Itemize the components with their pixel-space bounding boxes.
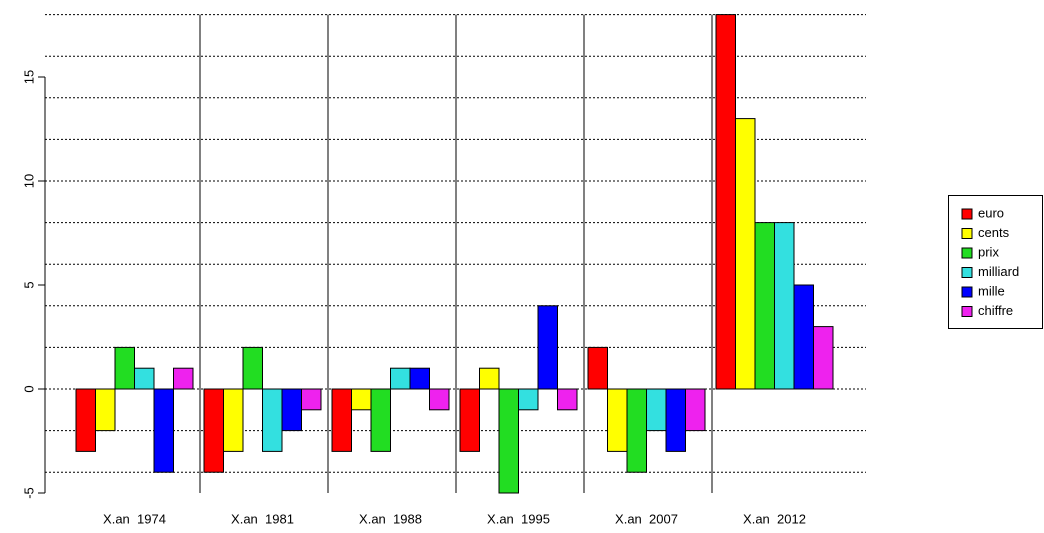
legend-label: euro xyxy=(978,205,1004,220)
bar xyxy=(134,367,155,390)
x-tick-label: X.an 1981 xyxy=(231,511,294,526)
legend-label: milliard xyxy=(978,264,1019,279)
bar xyxy=(754,222,775,390)
bar xyxy=(665,388,686,452)
bar xyxy=(114,346,135,390)
bar xyxy=(626,388,647,473)
legend-swatch xyxy=(961,306,973,317)
bar xyxy=(813,326,834,390)
legend-label: prix xyxy=(978,244,999,259)
bar xyxy=(409,367,430,390)
bar xyxy=(351,388,372,411)
bar xyxy=(301,388,322,411)
bar xyxy=(498,388,519,494)
legend-swatch xyxy=(961,267,973,278)
y-tick-label: 15 xyxy=(21,70,36,84)
bar xyxy=(390,367,411,390)
bar xyxy=(203,388,224,473)
legend-label: cents xyxy=(978,225,1010,240)
bar xyxy=(537,305,558,390)
bar xyxy=(429,388,450,411)
bar xyxy=(685,388,706,432)
y-tick-label: 10 xyxy=(21,174,36,188)
bar xyxy=(479,367,500,390)
legend-swatch xyxy=(961,228,973,239)
legend-swatch xyxy=(961,286,973,298)
bar xyxy=(607,388,628,452)
legend-swatch xyxy=(961,247,973,259)
bar xyxy=(370,388,391,452)
y-tick-label: -5 xyxy=(21,487,36,499)
x-tick-label: X.an 2012 xyxy=(743,511,806,526)
bar xyxy=(774,222,795,390)
x-tick-label: X.an 1974 xyxy=(103,511,166,526)
bar xyxy=(735,118,756,390)
legend-swatch xyxy=(961,208,973,220)
legend-label: mille xyxy=(978,283,1005,298)
bar xyxy=(173,367,194,390)
bar xyxy=(331,388,352,452)
bar xyxy=(587,346,608,390)
bar xyxy=(153,388,174,473)
bar xyxy=(793,284,814,390)
bar xyxy=(459,388,480,452)
y-tick-label: 0 xyxy=(21,385,36,392)
bar xyxy=(242,346,263,390)
bar xyxy=(281,388,302,432)
y-tick-label: 5 xyxy=(21,281,36,288)
bar xyxy=(75,388,96,452)
bar xyxy=(715,14,736,390)
x-tick-label: X.an 2007 xyxy=(615,511,678,526)
x-tick-label: X.an 1995 xyxy=(487,511,550,526)
bar xyxy=(262,388,283,452)
bar xyxy=(518,388,539,411)
bar xyxy=(646,388,667,432)
bar xyxy=(557,388,578,411)
legend-label: chiffre xyxy=(978,303,1013,318)
bar xyxy=(223,388,244,452)
bar xyxy=(95,388,116,432)
x-tick-label: X.an 1988 xyxy=(359,511,422,526)
